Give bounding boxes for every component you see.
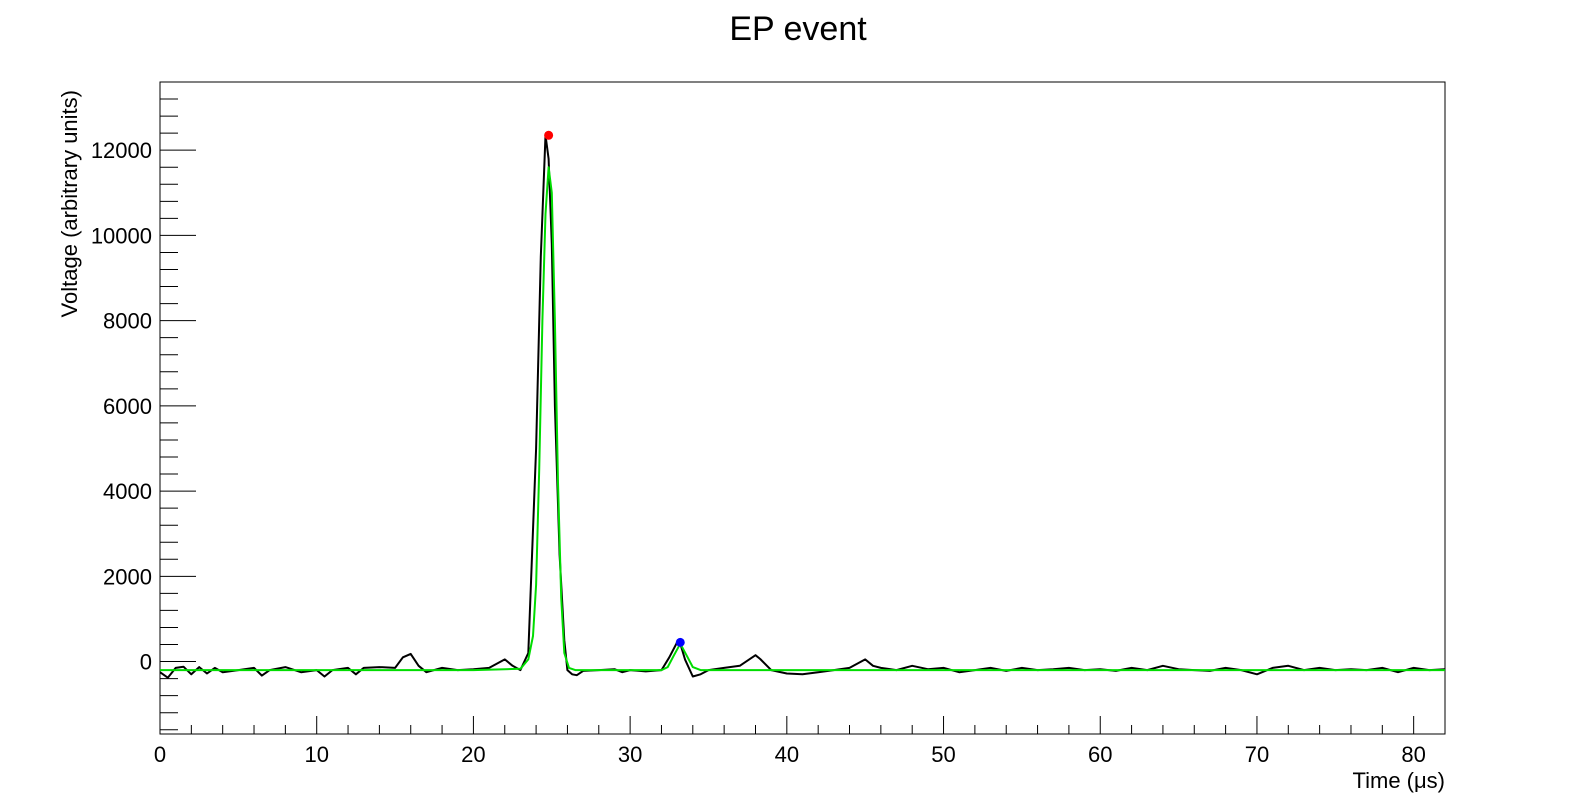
chart-title: EP event	[729, 10, 867, 48]
x-tick-label: 60	[1088, 742, 1112, 767]
series-line-fit	[160, 166, 1445, 672]
x-tick-label: 30	[618, 742, 642, 767]
x-axis: 0 10 20 30 40 50 60 70 80	[154, 716, 1426, 767]
y-axis-title: Voltage (arbitrary units)	[57, 90, 82, 317]
y-tick-label: 4000	[103, 479, 152, 504]
x-tick-label: 80	[1401, 742, 1425, 767]
y-tick-label: 2000	[103, 564, 152, 589]
y-tick-label: 0	[140, 650, 152, 675]
minor-ticks	[160, 81, 1446, 734]
x-tick-label: 10	[304, 742, 328, 767]
y-tick-label: 8000	[103, 309, 152, 334]
y-axis: 0 2000 4000 6000 8000 10000 12000	[91, 138, 196, 675]
x-tick-label: 50	[931, 742, 955, 767]
x-tick-label: 0	[154, 742, 166, 767]
y-tick-label: 10000	[91, 223, 152, 248]
x-axis-title: Time (μs)	[1352, 768, 1445, 793]
x-tick-label: 70	[1245, 742, 1269, 767]
x-tick-label: 20	[461, 742, 485, 767]
marker-layer	[544, 130, 685, 647]
peak-marker-main-peak	[544, 130, 554, 140]
x-tick-label: 40	[775, 742, 799, 767]
y-tick-label: 12000	[91, 138, 152, 163]
y-tick-label: 6000	[103, 394, 152, 419]
plot-frame	[159, 81, 1446, 735]
peak-marker-secondary-peak	[675, 637, 685, 647]
